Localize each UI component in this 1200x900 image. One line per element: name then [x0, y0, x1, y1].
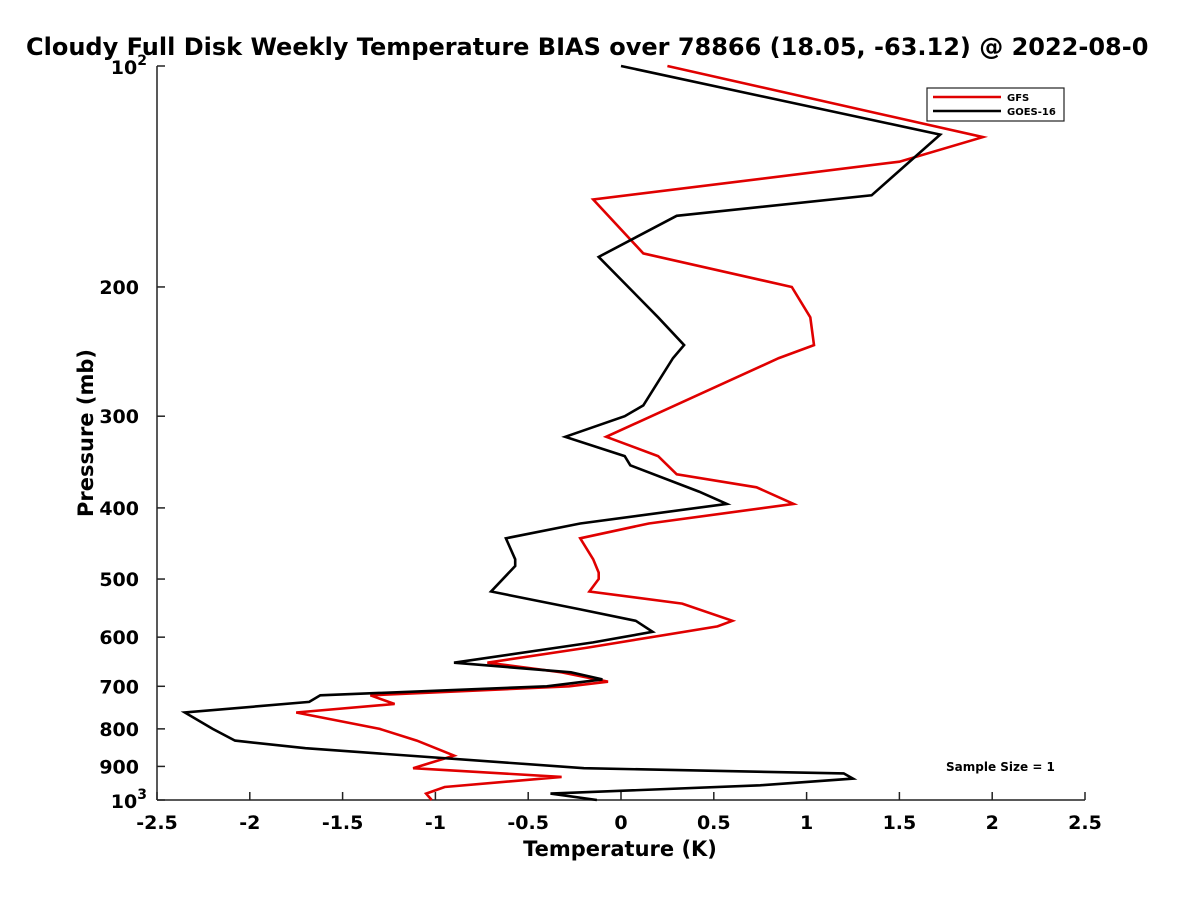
y-tick-label: 200: [99, 277, 139, 299]
y-tick-label-power: 103: [111, 787, 147, 813]
y-tick-label: 400: [99, 498, 139, 520]
series-line-gfs: [295, 64, 989, 801]
x-tick-label: -2: [239, 812, 260, 834]
x-tick-label: 0.5: [697, 812, 731, 834]
x-tick-label: 0: [614, 812, 627, 834]
series-lines: [180, 64, 989, 802]
sample-size-annotation: Sample Size = 1: [946, 760, 1055, 774]
x-tick-label: 1.5: [883, 812, 917, 834]
x-tick-label: 2: [986, 812, 999, 834]
series-line-goes16: [180, 64, 943, 802]
legend-label-goes16: GOES-16: [1007, 107, 1056, 118]
x-tick-label: 1: [800, 812, 813, 834]
y-tick-label: 500: [99, 569, 139, 591]
x-ticks: -2.5 -2 -1.5 -1 -0.5 0 0.5 1 1.5 2 2.5: [136, 792, 1102, 834]
plot-area: -2.5 -2 -1.5 -1 -0.5 0 0.5 1 1.5 2 2.5 200 300 400 50…: [99, 53, 1102, 834]
y-axis-label: Pressure (mb): [74, 349, 98, 517]
x-tick-label: -0.5: [507, 812, 549, 834]
x-tick-label: -2.5: [136, 812, 178, 834]
y-ticks: 200 300 400 500 600 700 800 900 102 103: [99, 53, 165, 813]
x-tick-label: -1: [425, 812, 446, 834]
y-tick-label: 300: [99, 406, 139, 428]
x-tick-label: 2.5: [1068, 812, 1102, 834]
x-tick-label: -1.5: [322, 812, 364, 834]
y-tick-label: 600: [99, 627, 139, 649]
y-tick-label: 800: [99, 719, 139, 741]
y-tick-label-power: 102: [111, 53, 147, 79]
legend-label-gfs: GFS: [1007, 93, 1029, 104]
y-tick-label: 900: [99, 756, 139, 778]
y-tick-label: 700: [99, 676, 139, 698]
legend: GFS GOES-16: [926, 87, 1065, 122]
legend-box: [926, 87, 1065, 122]
x-axis-label: Temperature (K): [523, 837, 717, 861]
chart-title: Cloudy Full Disk Weekly Temperature BIAS…: [26, 33, 1148, 61]
